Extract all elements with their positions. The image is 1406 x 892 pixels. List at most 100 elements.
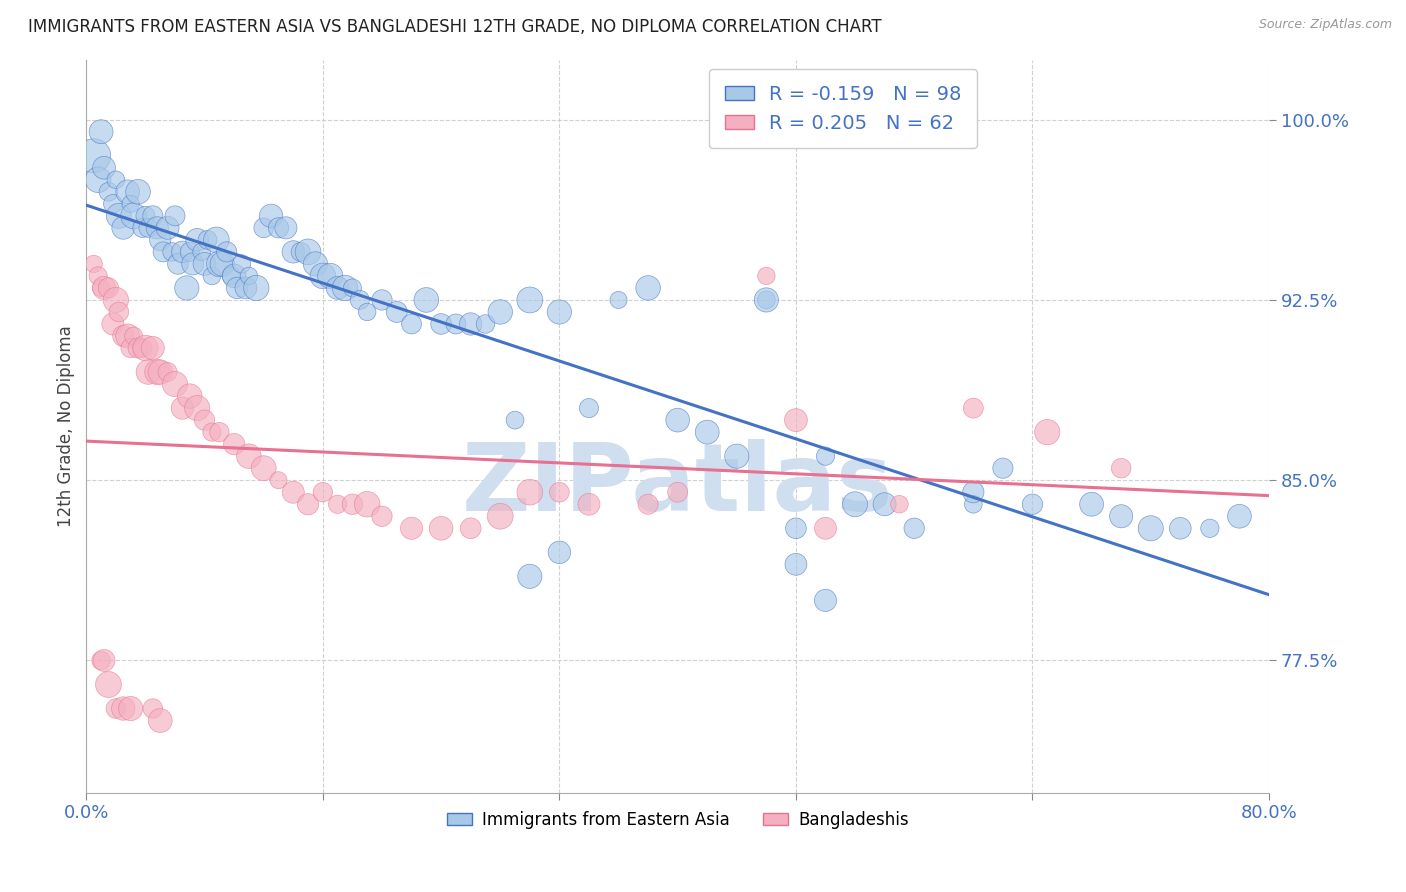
Point [415, 293, 437, 307]
Point [489, 305, 512, 319]
Point [238, 449, 260, 463]
Point [108, 305, 131, 319]
Y-axis label: 12th Grade, No Diploma: 12th Grade, No Diploma [58, 326, 75, 527]
Point [117, 185, 139, 199]
Point [201, 268, 224, 283]
Point [962, 497, 984, 511]
Point [283, 485, 305, 500]
Point [356, 305, 378, 319]
Point [903, 521, 925, 535]
Point [326, 497, 349, 511]
Point [211, 257, 233, 271]
Point [97, 677, 120, 691]
Point [231, 257, 253, 271]
Point [93, 161, 115, 175]
Point [215, 244, 238, 259]
Point [274, 220, 297, 235]
Point [297, 244, 319, 259]
Point [104, 173, 127, 187]
Point [156, 220, 179, 235]
Point [138, 220, 160, 235]
Point [120, 701, 142, 715]
Point [120, 196, 142, 211]
Point [83, 149, 105, 163]
Point [197, 233, 219, 247]
Point [785, 413, 807, 427]
Point [101, 317, 124, 331]
Point [181, 257, 204, 271]
Point [122, 329, 145, 343]
Point [666, 413, 689, 427]
Point [342, 497, 364, 511]
Point [142, 209, 165, 223]
Point [666, 485, 689, 500]
Point [208, 425, 231, 439]
Point [205, 233, 228, 247]
Point [356, 497, 378, 511]
Point [460, 317, 482, 331]
Point [312, 268, 335, 283]
Point [814, 593, 837, 607]
Point [297, 497, 319, 511]
Point [97, 185, 120, 199]
Point [342, 281, 364, 295]
Point [101, 196, 124, 211]
Point [962, 401, 984, 416]
Point [131, 220, 153, 235]
Point [785, 558, 807, 572]
Point [696, 425, 718, 439]
Point [444, 317, 467, 331]
Point [1229, 509, 1251, 524]
Point [460, 521, 482, 535]
Point [108, 209, 131, 223]
Point [224, 268, 246, 283]
Point [1139, 521, 1161, 535]
Point [149, 714, 172, 728]
Point [134, 341, 156, 355]
Point [117, 329, 139, 343]
Point [87, 268, 110, 283]
Point [503, 413, 526, 427]
Point [146, 365, 169, 379]
Point [474, 317, 496, 331]
Point [519, 485, 541, 500]
Point [548, 305, 571, 319]
Point [1080, 497, 1102, 511]
Point [131, 341, 153, 355]
Point [179, 244, 201, 259]
Point [267, 473, 290, 487]
Point [260, 209, 283, 223]
Point [326, 281, 349, 295]
Point [167, 257, 190, 271]
Point [186, 233, 208, 247]
Point [87, 173, 110, 187]
Point [186, 401, 208, 416]
Point [755, 268, 778, 283]
Point [138, 365, 160, 379]
Legend: Immigrants from Eastern Asia, Bangladeshis: Immigrants from Eastern Asia, Bangladesh… [440, 805, 915, 836]
Point [226, 281, 249, 295]
Point [385, 305, 408, 319]
Point [93, 281, 115, 295]
Point [160, 244, 183, 259]
Point [152, 244, 174, 259]
Point [430, 521, 453, 535]
Point [127, 341, 149, 355]
Point [607, 293, 630, 307]
Point [637, 497, 659, 511]
Point [755, 293, 778, 307]
Point [578, 497, 600, 511]
Point [97, 281, 120, 295]
Point [172, 244, 194, 259]
Point [519, 293, 541, 307]
Text: Source: ZipAtlas.com: Source: ZipAtlas.com [1258, 18, 1392, 31]
Point [163, 209, 186, 223]
Point [193, 413, 215, 427]
Point [637, 281, 659, 295]
Point [578, 401, 600, 416]
Point [1021, 497, 1043, 511]
Point [312, 485, 335, 500]
Point [253, 220, 276, 235]
Point [844, 497, 866, 511]
Point [176, 281, 198, 295]
